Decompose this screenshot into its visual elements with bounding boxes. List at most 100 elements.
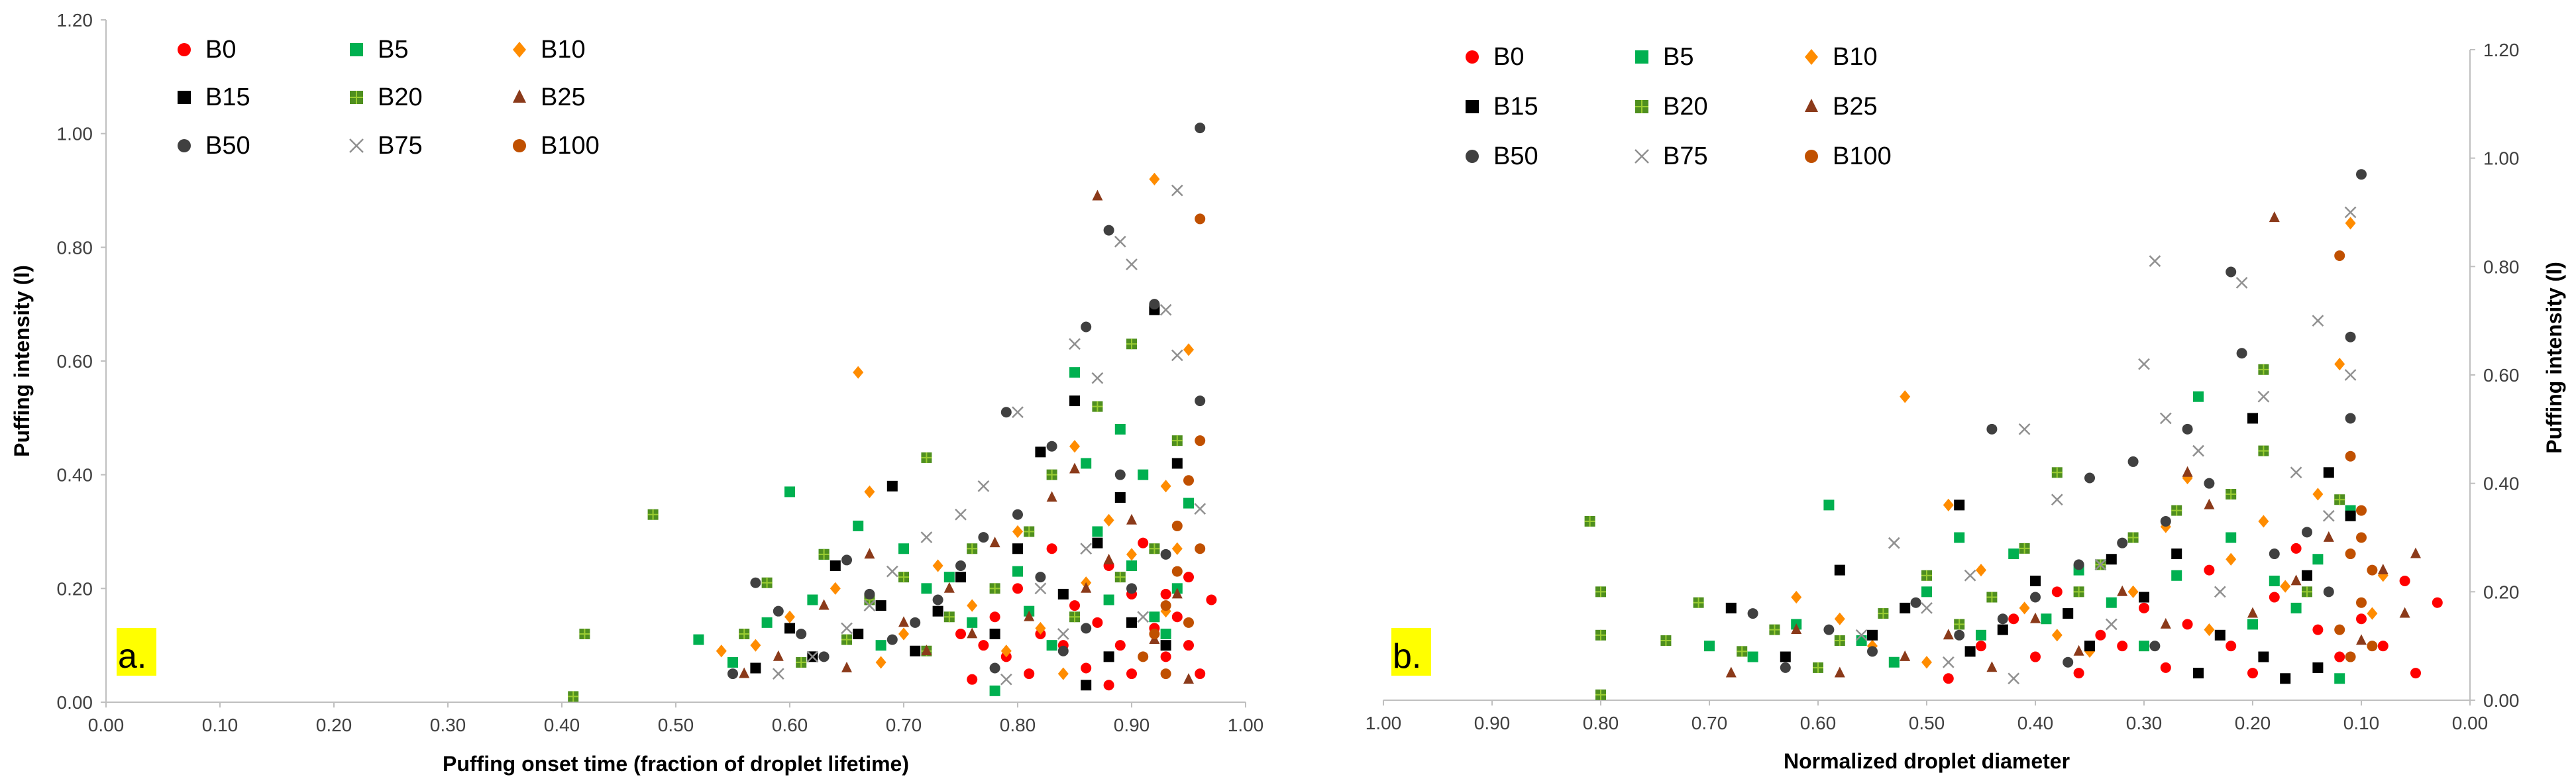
a-point-B10 [864,485,875,499]
b-point-B50 [2030,592,2041,603]
a-x-tick-label: 0.70 [886,715,922,735]
b-point-B10 [2204,623,2215,637]
b-point-B15 [2345,510,2356,521]
a-point-B75 [920,531,933,543]
b-point-B0 [2269,592,2280,603]
b-point-B15 [1900,602,1911,613]
b-point-B10 [2127,585,2139,598]
b-point-B20 [1595,586,1606,598]
a-point-B20 [818,548,830,560]
a-point-B5 [807,594,818,605]
a-point-B15 [853,629,864,639]
a-point-B5 [1103,594,1114,605]
b-point-B15 [1834,564,1845,576]
b-point-B75 [2105,618,2118,631]
a-point-B15 [910,645,921,656]
a-point-B25 [1081,582,1092,593]
b-point-B20 [2073,586,2084,598]
a-point-B75 [1137,611,1150,623]
a-point-B75 [1069,338,1081,350]
b-point-B25 [2030,612,2041,623]
a-point-B5 [784,486,795,497]
a-point-B50 [955,560,966,571]
panel-a-marks [568,123,1217,702]
a-point-B50 [1035,572,1046,583]
a-point-B25 [1171,588,1183,599]
b-point-B75 [2008,672,2020,685]
b-point-B25 [2356,634,2367,645]
a-legend-marker-B15 [178,91,191,104]
b-point-B10 [1791,590,1802,604]
a-point-B75 [1126,258,1138,270]
b-y-tick-label: 0.00 [2483,690,2520,711]
b-point-B20 [1584,515,1595,527]
b-point-B5 [2193,391,2204,402]
b-point-B5 [2247,619,2258,630]
b-point-B50 [2236,348,2247,359]
a-point-B5 [921,583,932,594]
a-point-B0 [1160,651,1171,662]
b-point-B0 [2160,662,2171,673]
a-series-B50 [727,123,1206,680]
b-point-B50 [2117,537,2128,548]
b-point-B75 [2312,315,2324,327]
b-point-B0 [2399,575,2410,586]
b-legend-label-B20: B20 [1663,93,1708,121]
b-point-B10 [2258,515,2269,528]
a-point-B0 [1081,662,1092,674]
b-point-B15 [2323,467,2334,478]
a-point-B50 [1000,407,1012,418]
b-point-B15 [2302,570,2312,581]
b-point-B75 [2018,423,2031,435]
a-point-B10 [1160,480,1171,493]
a-point-B10 [1160,605,1171,618]
b-x-tick-label: 0.10 [2343,713,2380,733]
a-point-B0 [989,611,1000,623]
a-y-tick-label: 0.00 [57,692,93,713]
a-point-B5 [989,685,1000,696]
b-y-tick-label: 0.20 [2483,582,2520,602]
a-point-B25 [1069,462,1080,474]
b-point-B50 [2073,559,2084,570]
b-point-B75 [2322,509,2335,522]
a-point-B100 [1195,435,1206,446]
a-x-tick-label: 0.10 [202,715,239,735]
b-point-B5 [1976,629,1986,641]
b-point-B50 [2323,586,2334,598]
a-point-B25 [943,582,955,593]
b-point-B0 [2290,543,2302,554]
b-point-B0 [2247,668,2258,679]
b-point-B50 [1867,646,1878,657]
panel-b-y-ticks: 0.00 0.20 0.40 0.60 0.80 1.00 1.20 [2470,40,2520,711]
a-series-B15 [750,304,1183,691]
b-point-B25 [2117,585,2128,596]
b-point-B10 [1921,656,1932,669]
b-x-tick-label: 0.70 [1691,713,1728,733]
a-point-B75 [1091,372,1104,384]
a-point-B10 [830,582,841,595]
b-point-B0 [2117,641,2128,652]
b-point-B5 [2312,554,2324,565]
b-series-B20 [1584,364,2345,700]
a-point-B50 [1046,441,1057,452]
a-point-B20 [989,583,1000,594]
b-y-tick-label: 1.20 [2483,40,2520,60]
a-point-B20 [568,691,579,702]
b-point-B5 [2290,602,2302,613]
a-point-B5 [1138,469,1149,480]
a-point-B100 [1138,651,1149,662]
b-point-B75 [1964,569,1976,582]
a-x-tick-label: 0.50 [658,715,694,735]
b-point-B10 [1834,612,1845,625]
a-point-B100 [1171,566,1183,577]
a-point-B0 [1103,680,1114,691]
a-legend-marker-B100 [513,139,526,152]
a-point-B25 [1092,189,1103,201]
b-point-B100 [2367,564,2378,576]
b-point-B75 [2344,369,2357,381]
b-point-B20 [1693,597,1704,608]
a-point-B10 [784,610,795,623]
panel-b-label: b. [1393,637,1421,676]
b-point-B15 [2214,629,2226,641]
b-point-B100 [2367,641,2378,652]
